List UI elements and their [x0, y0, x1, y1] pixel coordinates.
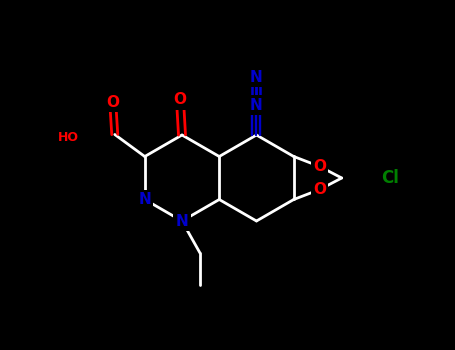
- Text: O: O: [313, 159, 326, 174]
- Text: N: N: [250, 98, 263, 112]
- Text: O: O: [106, 95, 119, 110]
- Text: N: N: [176, 214, 188, 229]
- Text: O: O: [313, 182, 326, 197]
- Text: Cl: Cl: [381, 169, 399, 187]
- Text: HO: HO: [58, 131, 79, 144]
- Text: O: O: [173, 92, 187, 107]
- Text: N: N: [250, 70, 263, 84]
- Text: N: N: [138, 192, 151, 207]
